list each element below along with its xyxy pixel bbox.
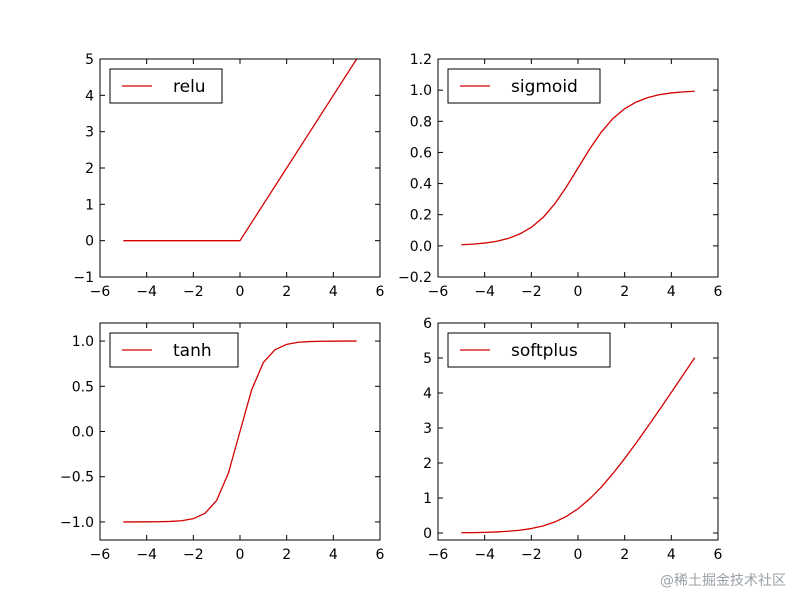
x-tick-label: 4 bbox=[667, 284, 676, 300]
x-tick-label: −2 bbox=[521, 547, 542, 563]
series-line-sigmoid bbox=[461, 90, 695, 246]
x-tick-label: −4 bbox=[474, 547, 495, 563]
y-tick-label: 1.0 bbox=[410, 83, 432, 99]
legend-label-relu: relu bbox=[173, 77, 206, 97]
x-tick-label: −4 bbox=[136, 547, 157, 563]
y-tick-label: 1 bbox=[85, 197, 94, 213]
y-tick-label: −0.5 bbox=[60, 470, 94, 486]
y-tick-label: 1.2 bbox=[410, 52, 432, 68]
y-tick-label: 1.0 bbox=[72, 334, 94, 350]
x-tick-label: −6 bbox=[428, 547, 449, 563]
x-tick-label: −6 bbox=[428, 284, 449, 300]
y-tick-label: 2 bbox=[85, 161, 94, 177]
y-tick-label: 0.0 bbox=[410, 239, 432, 255]
x-tick-label: 6 bbox=[714, 284, 723, 300]
y-tick-label: −1.0 bbox=[60, 515, 94, 531]
series-line-softplus bbox=[461, 357, 696, 534]
y-tick-label: 0.8 bbox=[410, 114, 432, 130]
legend-label-sigmoid: sigmoid bbox=[511, 77, 578, 97]
x-tick-label: −6 bbox=[90, 547, 111, 563]
watermark: @稀土掘金技术社区 bbox=[660, 573, 786, 589]
subplot-3: −6 −4 −2 0 2 4 6 −1.0 −0.5 0.0 0.5 1.0 tanh bbox=[60, 322, 385, 563]
y-tick-label: 5 bbox=[423, 351, 432, 367]
y-tick-label: 1 bbox=[423, 491, 432, 507]
y-tick-label: 0.2 bbox=[410, 208, 432, 224]
x-tick-label: 6 bbox=[376, 547, 385, 563]
x-tick-label: −6 bbox=[90, 284, 111, 300]
legend: softplus bbox=[447, 332, 611, 368]
x-tick-label: −4 bbox=[136, 284, 157, 300]
y-tick-label: 3 bbox=[423, 421, 432, 437]
subplot-1: −6 −4 −2 0 2 4 6 −1 0 1 2 3 4 5 relu bbox=[73, 52, 384, 300]
legend: sigmoid bbox=[447, 68, 601, 104]
x-tick-label: 0 bbox=[236, 284, 245, 300]
x-tick-label: −2 bbox=[521, 284, 542, 300]
x-tick-label: 4 bbox=[329, 284, 338, 300]
legend: relu bbox=[109, 68, 223, 104]
x-tick-label: −2 bbox=[183, 547, 204, 563]
subplot-2: −6 −4 −2 0 2 4 6 −0.2 0.0 0.2 0.4 0.6 0.8 1.0 1.2 sigmo… bbox=[398, 52, 723, 300]
x-tick-label: −4 bbox=[474, 284, 495, 300]
y-tick-label: 0.0 bbox=[72, 425, 94, 441]
x-tick-label: 2 bbox=[620, 284, 629, 300]
series-line-relu bbox=[123, 58, 358, 242]
legend: tanh bbox=[109, 332, 239, 368]
y-tick-label: 0 bbox=[85, 234, 94, 250]
y-tick-label: 4 bbox=[423, 386, 432, 402]
x-tick-label: −2 bbox=[183, 284, 204, 300]
x-tick-label: 2 bbox=[620, 547, 629, 563]
y-tick-label: −1 bbox=[73, 270, 94, 286]
x-tick-label: 6 bbox=[714, 547, 723, 563]
y-tick-label: 2 bbox=[423, 456, 432, 472]
legend-label-tanh: tanh bbox=[173, 341, 212, 361]
y-tick-label: 5 bbox=[85, 52, 94, 68]
x-tick-label: 0 bbox=[574, 284, 583, 300]
legend-label-softplus: softplus bbox=[511, 341, 578, 361]
y-tick-label: −0.2 bbox=[398, 270, 432, 286]
y-tick-label: 0.6 bbox=[410, 145, 432, 161]
x-tick-label: 2 bbox=[282, 284, 291, 300]
subplot-4: −6 −4 −2 0 2 4 6 0 1 2 3 4 5 6 softplus bbox=[423, 316, 722, 563]
legend-box bbox=[447, 68, 601, 104]
y-tick-label: 0.5 bbox=[72, 379, 94, 395]
x-tick-label: 4 bbox=[667, 547, 676, 563]
x-tick-label: 2 bbox=[282, 547, 291, 563]
y-tick-label: 0 bbox=[423, 526, 432, 542]
y-tick-label: 6 bbox=[423, 316, 432, 332]
y-tick-label: 4 bbox=[85, 88, 94, 104]
x-tick-label: 0 bbox=[236, 547, 245, 563]
y-tick-label: 3 bbox=[85, 125, 94, 141]
x-tick-label: 0 bbox=[574, 547, 583, 563]
series-line-tanh bbox=[123, 340, 357, 523]
x-tick-label: 6 bbox=[376, 284, 385, 300]
y-tick-label: 0.4 bbox=[410, 177, 432, 193]
x-tick-label: 4 bbox=[329, 547, 338, 563]
